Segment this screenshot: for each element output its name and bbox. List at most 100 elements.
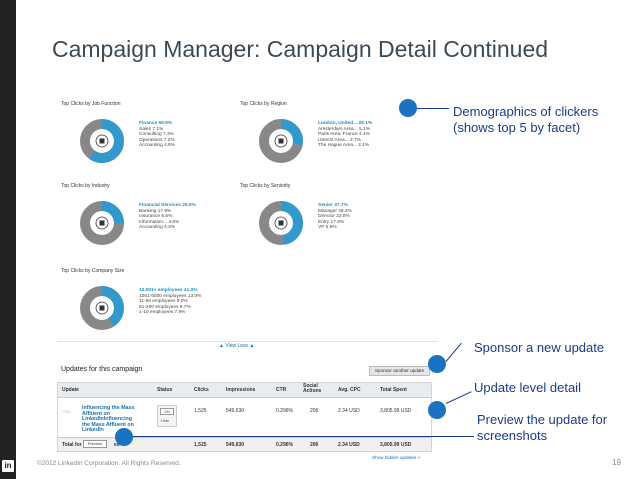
- donut-chart: [80, 286, 124, 330]
- callout-dot: [428, 401, 446, 419]
- update-thumbnail-icon[interactable]: ◦◦▭: [62, 409, 71, 415]
- ribbon-icon-glyph: [278, 220, 284, 226]
- panel-title: Top Clicks by Seniority: [240, 183, 291, 189]
- panel-title: Top Clicks by Job Function: [61, 101, 121, 107]
- cell-ctr: 0.296%: [276, 408, 293, 414]
- preview-tooltip[interactable]: Preview: [83, 440, 107, 448]
- total-label: Total for: [62, 442, 82, 448]
- copyright-footer: ©2012 LinkedIn Corporation. All Rights R…: [37, 460, 181, 467]
- stat-line: Information... 4.6%: [139, 219, 180, 225]
- panel-title: Top Clicks by Industry: [61, 183, 110, 189]
- total-clicks: 1,525: [194, 442, 207, 448]
- stat-line: Entry 17.8%: [318, 219, 345, 225]
- panel-job-function: Top Clicks by Job Function Finance 59.9%…: [61, 101, 231, 171]
- col-status[interactable]: Status: [157, 387, 173, 393]
- panel-region: Top Clicks by Region London, United... 2…: [240, 101, 410, 171]
- page-number: 19: [612, 458, 621, 467]
- donut-top-segment: [259, 119, 303, 163]
- sponsor-another-update-button[interactable]: Sponsor another update: [369, 366, 430, 376]
- stat-line: 51-200 employees 8.7%: [139, 304, 191, 310]
- col-total-spent[interactable]: Total Spent: [380, 387, 407, 393]
- divider: [57, 341, 438, 342]
- total-social-actions: 206: [310, 442, 319, 448]
- stat-line: Financial Services 25.0%: [139, 203, 196, 208]
- cell-clicks: 1,525: [194, 408, 207, 414]
- stat-line: The Hague Area... 2.1%: [318, 143, 370, 149]
- cell-social-actions: 206: [310, 408, 319, 414]
- donut-top-segment: [80, 286, 124, 330]
- linkedin-logo-icon: in: [2, 460, 14, 472]
- stat-line: Utrecht Area... 2.7%: [318, 137, 361, 143]
- col-impressions[interactable]: Impressions: [226, 387, 256, 393]
- panel-title: Top Clicks by Region: [240, 101, 287, 107]
- panel-title: Top Clicks by Company Size: [61, 268, 125, 274]
- col-avg-cpc[interactable]: Avg. CPC: [338, 387, 361, 393]
- col-update[interactable]: Update: [62, 387, 79, 393]
- demographics-screenshot: Top Clicks by Job Function Finance 59.9%…: [57, 93, 438, 350]
- total-avg-cpc: 2.34 USD: [338, 442, 360, 448]
- stat-line: Accounting 4.6%: [139, 143, 176, 149]
- donut-chart: [259, 119, 303, 163]
- cell-avg-cpc: 2.34 USD: [338, 408, 360, 414]
- stat-line: VP 5.9%: [318, 225, 337, 231]
- total-label-suffix: es: [114, 442, 120, 448]
- people-icon-glyph: [99, 305, 105, 311]
- callout-line: [445, 342, 462, 362]
- panel-seniority: Top Clicks by Seniority Senior 47.7% Man…: [240, 183, 410, 253]
- briefcase-icon-glyph: [99, 138, 105, 144]
- stat-line: Consulting 7.3%: [139, 132, 174, 138]
- stat-line: Sales 7.1%: [139, 126, 164, 132]
- col-clicks[interactable]: Clicks: [194, 387, 209, 393]
- callout-line: [417, 108, 449, 109]
- stat-line: Insurance 6.5%: [139, 214, 173, 220]
- donut-top-segment: [259, 201, 303, 245]
- cell-impressions: 549,630: [226, 408, 245, 414]
- stat-line: Finance 59.9%: [139, 121, 173, 126]
- panel-stats: London, United... 28.1% Amsterdam Area..…: [318, 121, 372, 149]
- panel-industry: Top Clicks by Industry Financial Service…: [61, 183, 231, 253]
- update-text-link[interactable]: Influencing the Mass Affluent on LinkedI…: [82, 405, 135, 434]
- left-brand-bar: in: [0, 0, 16, 479]
- stat-line: 1-10 employees 7.9%: [139, 310, 186, 316]
- factory-icon-glyph: [99, 220, 105, 226]
- slide-title: Campaign Manager: Campaign Detail Contin…: [52, 36, 549, 62]
- callout-demographics: Demographics of clickers (shows top 5 by…: [453, 104, 599, 135]
- donut-chart: [259, 201, 303, 245]
- table-row[interactable]: ◦◦▭ Influencing the Mass Affluent on Lin…: [58, 398, 431, 437]
- panel-company-size: Top Clicks by Company Size 10,001+ emplo…: [61, 268, 231, 338]
- stat-line: Operations 7.2%: [139, 137, 175, 143]
- view-less-link[interactable]: ▲ View Less ▲: [219, 343, 255, 349]
- updates-table: Update Status Clicks Impressions CTR Soc…: [57, 382, 432, 452]
- donut-top-segment: [80, 201, 124, 245]
- map-pin-icon-glyph: [278, 138, 284, 144]
- status-toggle[interactable]: On: [160, 408, 174, 415]
- callout-update-level: Update level detail: [474, 380, 581, 395]
- panel-stats: Finance 59.9% Sales 7.1% Consulting 7.3%…: [139, 121, 175, 149]
- panel-stats: 10,001+ employees 41.0% 1001-5000 employ…: [139, 288, 201, 316]
- show-hidden-updates-link[interactable]: Show hidden updates »: [372, 455, 421, 460]
- callout-dot: [428, 355, 446, 373]
- donut-chart: [80, 201, 124, 245]
- updates-title: Updates for this campaign: [61, 366, 143, 373]
- total-ctr: 0.296%: [276, 442, 293, 448]
- donut-top-segment: [80, 119, 124, 163]
- stat-line: Amsterdam Area... 5.1%: [318, 126, 370, 132]
- stat-line: Director 22.0%: [318, 214, 350, 220]
- table-header: Update Status Clicks Impressions CTR Soc…: [58, 383, 431, 398]
- callout-line: [445, 391, 472, 404]
- cell-total-spent: 3,805.99 USD: [380, 408, 412, 414]
- panel-stats: Senior 47.7% Manager 28.3% Director 22.0…: [318, 203, 352, 231]
- callout-dot: [115, 428, 133, 446]
- stat-line: 1001-5000 employees 13.0%: [139, 293, 202, 299]
- stat-line: Accounting 4.2%: [139, 225, 176, 231]
- stat-line: Manager 28.3%: [318, 208, 352, 214]
- total-impressions: 549,630: [226, 442, 245, 448]
- callout-line: [133, 436, 474, 437]
- status-control[interactable]: On Hide: [157, 405, 177, 427]
- col-social-actions[interactable]: Social Actions: [303, 383, 322, 394]
- col-ctr[interactable]: CTR: [276, 387, 287, 393]
- callout-preview: Preview the update for screenshots: [477, 412, 608, 443]
- stat-line: Senior 47.7%: [318, 203, 348, 208]
- hide-link[interactable]: Hide: [161, 418, 170, 423]
- panel-stats: Financial Services 25.0% Banking 17.9% I…: [139, 203, 196, 231]
